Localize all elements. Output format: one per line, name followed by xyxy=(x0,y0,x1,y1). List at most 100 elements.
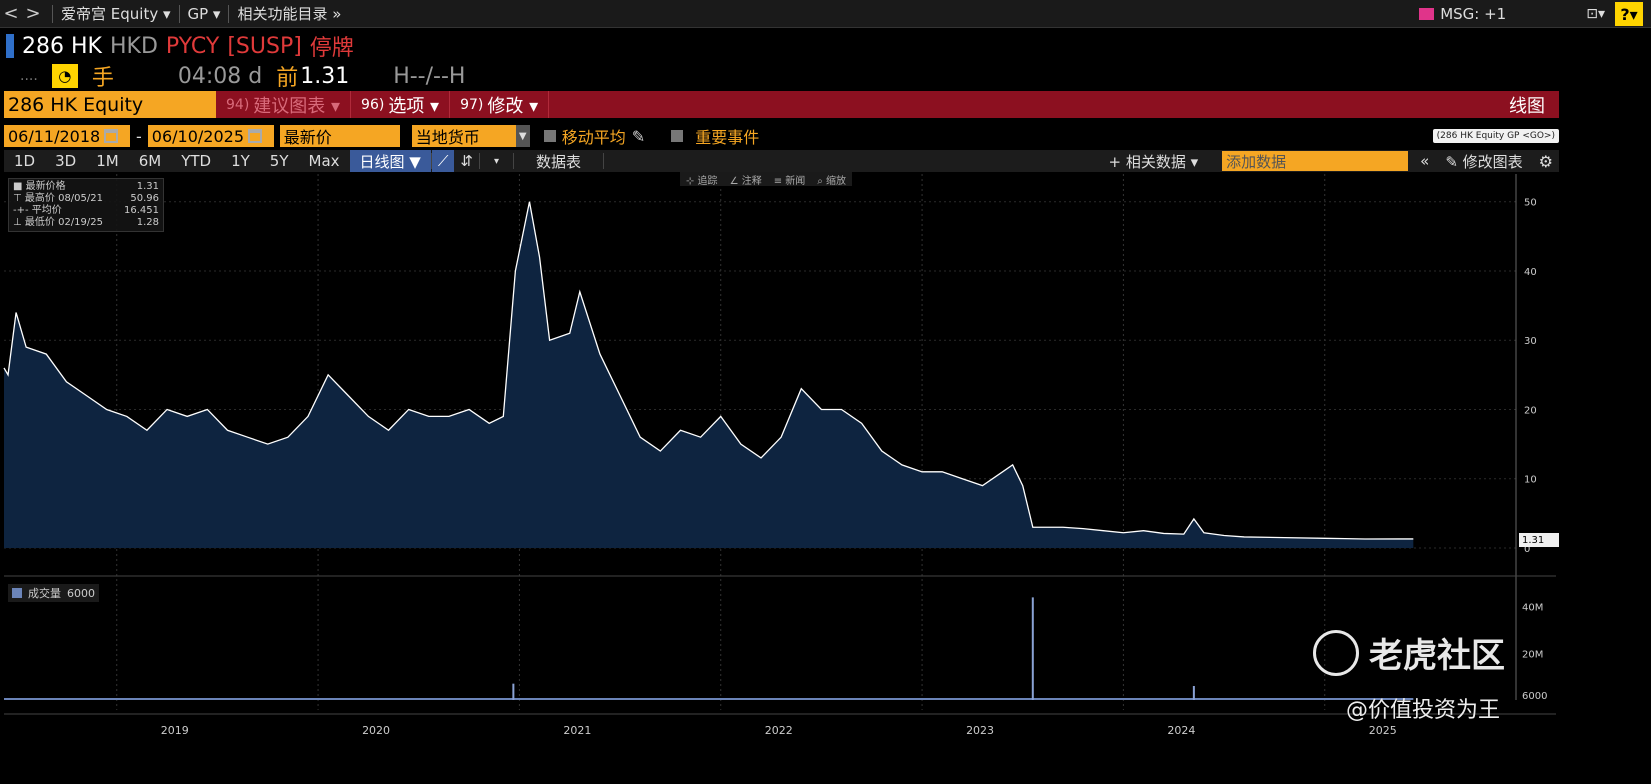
key-events-toggle[interactable]: 重要事件 xyxy=(671,124,759,148)
legend-row-high: ⊤ 最高价 08/05/21 50.96 xyxy=(13,193,159,205)
tiger-logo-icon xyxy=(1313,629,1359,676)
legend-high-value: 50.96 xyxy=(130,193,159,204)
options-menu[interactable]: 96) 选项 ▾ xyxy=(351,91,451,118)
help-button[interactable]: ?▾ xyxy=(1615,2,1643,26)
period-1y[interactable]: 1Y xyxy=(231,152,250,170)
pencil-icon[interactable]: ✎ xyxy=(631,126,646,146)
watermark-title: 老虎社区 xyxy=(1369,636,1505,676)
end-date-value: 06/10/2025 xyxy=(151,126,244,146)
period-1d[interactable]: 1D xyxy=(14,152,36,170)
collapse-icon[interactable]: « xyxy=(1420,152,1430,170)
legend-row-low: ⊥ 最低价 02/19/25 1.28 xyxy=(13,217,159,229)
moving-average-label: 移动平均 xyxy=(561,128,626,147)
x-tick-label: 2020 xyxy=(362,724,390,737)
price-volume-chart[interactable]: 2018201920202021202220232024202501020304… xyxy=(0,172,1651,784)
forward-arrow-icon[interactable]: > xyxy=(25,3,41,24)
x-tick-label: 2023 xyxy=(966,724,994,737)
legend-high-date: 08/05/21 xyxy=(58,193,103,204)
start-date-field[interactable]: 06/11/2018 xyxy=(4,125,130,147)
x-tick-label: 2025 xyxy=(1369,724,1397,737)
related-data-button[interactable]: + 相关数据 ▾ xyxy=(1108,152,1199,171)
zoom-tool[interactable]: ⌕ 缩放 xyxy=(817,176,847,187)
legend-label: -+- 平均价 xyxy=(13,205,62,216)
legend-row-avg: -+- 平均价 16.451 xyxy=(13,205,159,217)
ticker-flag xyxy=(6,34,14,58)
command-tag: (286 HK Equity GP <GO>) xyxy=(1432,129,1559,143)
chart-type-dropdown[interactable]: ▾ xyxy=(493,155,499,167)
ticker-status: PYCY xyxy=(165,33,220,59)
track-tool[interactable]: ⊹ 追踪 xyxy=(686,176,718,187)
daily-chart-select[interactable]: 日线图 ▼ xyxy=(349,150,431,172)
legend-avg-label: 平均价 xyxy=(31,205,62,216)
function-menu[interactable]: GP ▾ xyxy=(187,4,221,23)
menu-label: 建议图表 ▾ xyxy=(253,95,341,117)
period-ytd[interactable]: YTD xyxy=(181,152,212,170)
currency-select[interactable]: 当地货币 ▼ xyxy=(411,125,530,147)
related-functions-menu[interactable]: 相关功能目录 » xyxy=(237,5,342,23)
divider xyxy=(512,153,514,169)
watermark: 老虎社区 xyxy=(1313,628,1505,677)
legend-label: ■ 最新价格 xyxy=(13,181,66,192)
calendar-icon[interactable] xyxy=(248,129,262,143)
legend-low-value: 1.28 xyxy=(136,217,159,228)
chart-type-title: 线图 xyxy=(1509,95,1545,117)
messages-indicator[interactable]: MSG: +1 xyxy=(1419,5,1506,23)
legend-row-last: ■ 最新价格 1.31 xyxy=(13,181,159,193)
settings-gear-icon[interactable]: ⚙ xyxy=(1538,151,1553,171)
bar-chart-icon[interactable]: ⇵ xyxy=(460,152,473,170)
period-5y[interactable]: 5Y xyxy=(269,152,289,170)
price-legend: ■ 最新价格 1.31 ⊤ 最高价 08/05/21 50.96 -+- 平均价… xyxy=(8,178,164,232)
end-date-field[interactable]: 06/10/2025 xyxy=(147,125,274,147)
edit-chart-button[interactable]: ✎ 修改图表 xyxy=(1445,152,1523,171)
y-tick-label: 0 xyxy=(1524,544,1530,555)
prev-label: 前 xyxy=(276,66,299,91)
currency-value: 当地货币 xyxy=(415,128,480,147)
quote-dots: .... xyxy=(20,68,38,84)
line-chart-icon[interactable]: ⟋ xyxy=(431,150,455,172)
window-options-icon[interactable]: ⊡▾ xyxy=(1586,6,1605,22)
y-tick-label: 30 xyxy=(1524,336,1537,347)
data-table-button[interactable]: 数据表 xyxy=(535,152,581,171)
legend-avg-value: 16.451 xyxy=(124,205,159,216)
period-1m[interactable]: 1M xyxy=(96,152,119,170)
suspend-cn-badge: 停牌 xyxy=(309,36,354,61)
back-arrow-icon[interactable]: < xyxy=(3,3,19,24)
last-price: 1.31 xyxy=(300,63,350,89)
menu-label: 选项 ▾ xyxy=(388,95,440,117)
security-input[interactable]: 286 HK Equity xyxy=(4,91,216,118)
chevron-down-icon: ▼ xyxy=(515,125,530,147)
news-tool[interactable]: ≡ 新闻 xyxy=(773,176,806,187)
mail-icon xyxy=(1419,8,1435,20)
price-field-select[interactable]: 最新价 xyxy=(279,125,400,147)
lot-unit: 手 xyxy=(91,66,114,91)
calendar-icon[interactable] xyxy=(104,129,119,143)
suggested-charts-menu[interactable]: 94) 建议图表 ▾ xyxy=(216,91,352,118)
checkbox[interactable] xyxy=(671,130,684,142)
legend-low-label: 最低价 xyxy=(24,217,55,228)
period-6m[interactable]: 6M xyxy=(138,152,162,170)
period-max[interactable]: Max xyxy=(308,152,340,170)
y-tick-label: 50 xyxy=(1524,198,1537,209)
volume-swatch xyxy=(12,588,22,598)
price-area xyxy=(4,201,1414,548)
divider xyxy=(602,153,604,169)
add-data-input[interactable]: 添加数据 xyxy=(1222,151,1409,171)
divider xyxy=(52,4,53,23)
security-menu[interactable]: 爱帝宫 Equity ▾ xyxy=(61,5,171,23)
chart-tools-bar: ⊹ 追踪 ∠ 注释 ≡ 新闻 ⌕ 缩放 xyxy=(680,172,853,187)
checkbox[interactable] xyxy=(543,130,556,142)
period-3d[interactable]: 3D xyxy=(55,152,77,170)
divider xyxy=(178,4,180,23)
quote-line: .... ◔ 手 04:08 d 前 1.31 H--/--H xyxy=(20,62,465,92)
legend-label: ⊤ 最高价 08/05/21 xyxy=(13,193,103,204)
x-tick-label: 2021 xyxy=(563,724,591,737)
menu-number: 97) xyxy=(460,96,484,113)
moving-average-toggle[interactable]: 移动平均 ✎ xyxy=(543,124,646,148)
volume-label: 成交量 xyxy=(28,587,61,600)
edit-menu[interactable]: 97) 修改 ▾ xyxy=(450,91,550,118)
annotate-tool[interactable]: ∠ 注释 xyxy=(729,176,762,187)
watermark-subtitle: @价值投资为王 xyxy=(1346,698,1501,723)
y-tick-label: 40 xyxy=(1524,267,1537,278)
volume-value: 6000 xyxy=(67,586,95,600)
volume-panel xyxy=(4,582,1516,700)
